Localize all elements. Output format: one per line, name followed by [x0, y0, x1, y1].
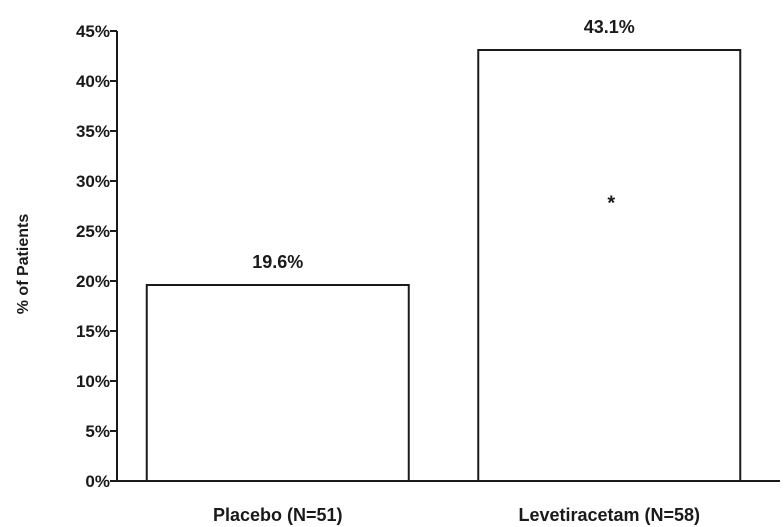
- bar-2: [477, 49, 742, 482]
- data-label: 19.6%: [252, 252, 303, 272]
- bars: [145, 49, 742, 482]
- y-tick-label: 15%: [76, 322, 110, 341]
- y-tick-label: 20%: [76, 272, 110, 291]
- y-tick-label: 5%: [85, 422, 110, 441]
- y-axis-title: % of Patients: [15, 214, 32, 315]
- y-tick-label: 30%: [76, 172, 110, 191]
- bar-1: [145, 284, 410, 482]
- y-ticks: 0% 5% 10% 15% 20% 25% 30% 35% 40% 45%: [76, 22, 117, 491]
- significance-marker: *: [607, 192, 615, 214]
- y-tick-label: 40%: [76, 72, 110, 91]
- labels: 19.6% Placebo (N=51) 43.1% Levetiracetam (N…: [213, 17, 700, 525]
- y-tick-label: 0%: [85, 472, 110, 491]
- y-tick-label: 25%: [76, 222, 110, 241]
- y-tick-label: 45%: [76, 22, 110, 41]
- data-label: 43.1%: [584, 17, 635, 37]
- category-label: Levetiracetam (N=58): [518, 505, 700, 525]
- category-label: Placebo (N=51): [213, 505, 343, 525]
- y-tick-label: 35%: [76, 122, 110, 141]
- y-tick-label: 10%: [76, 372, 110, 391]
